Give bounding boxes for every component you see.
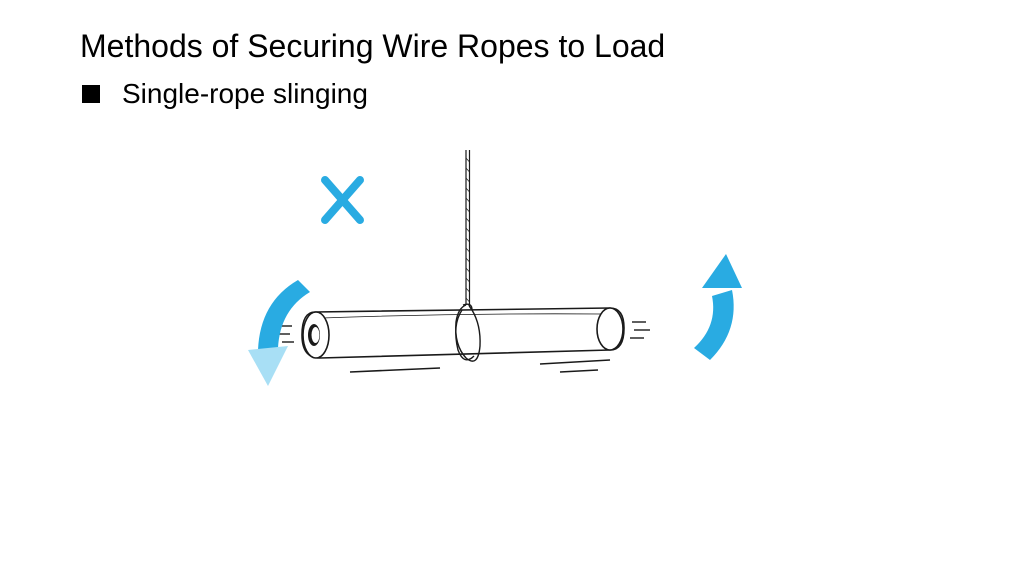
pipe <box>302 308 624 358</box>
bullet-label: Single-rope slinging <box>122 78 368 110</box>
left-rotation-arrow-icon <box>248 280 310 386</box>
motion-right <box>630 322 650 338</box>
slinging-diagram <box>240 150 800 430</box>
right-rotation-arrow-icon <box>694 254 742 360</box>
rope <box>466 150 470 305</box>
x-mark-icon <box>325 180 360 220</box>
bullet-square-icon <box>82 85 100 103</box>
slide-title: Methods of Securing Wire Ropes to Load <box>80 28 665 65</box>
underline <box>350 360 610 372</box>
bullet-item: Single-rope slinging <box>82 78 368 110</box>
